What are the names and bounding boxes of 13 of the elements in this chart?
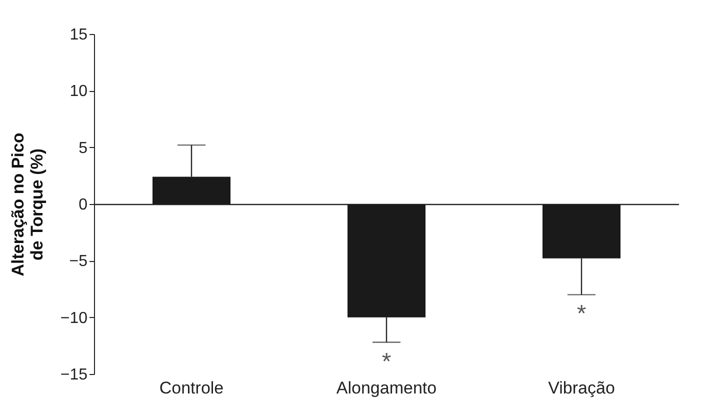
- y-tick-label: −15: [60, 366, 88, 384]
- y-tick-label: 5: [78, 140, 88, 157]
- x-tick-label: Vibração: [548, 378, 615, 398]
- annotation: *: [382, 348, 392, 376]
- y-tick-label: −5: [69, 253, 88, 270]
- y-tick-label: 0: [78, 196, 88, 214]
- y-tick-label: 10: [70, 83, 88, 100]
- x-tick-label: Alongamento: [336, 378, 437, 398]
- annotation: *: [576, 300, 586, 328]
- y-tick-label: 15: [70, 26, 88, 44]
- x-tick-label: Controle: [159, 378, 224, 398]
- y-axis-title: Alteração no Pico de Torque (%): [8, 132, 46, 276]
- y-tick-label: −10: [60, 310, 88, 327]
